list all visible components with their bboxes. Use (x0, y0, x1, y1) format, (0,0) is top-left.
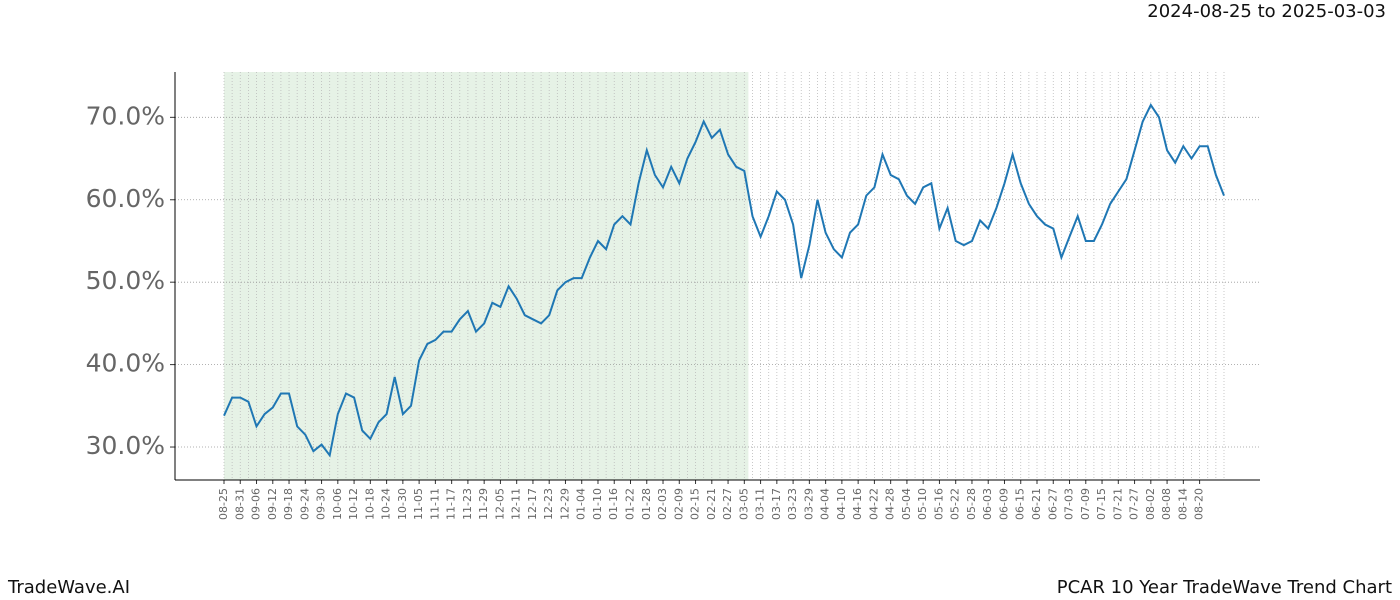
brand: TradeWave.AI (7, 577, 130, 598)
y-tick-label: 50.0% (86, 266, 165, 295)
x-tick-label: 09-12 (266, 488, 279, 520)
x-tick-label: 04-28 (884, 488, 897, 520)
x-tick-label: 06-27 (1046, 488, 1059, 520)
x-tick-label: 01-16 (607, 488, 620, 520)
x-tick-label: 02-15 (689, 488, 702, 520)
x-tick-label: 07-09 (1079, 488, 1092, 520)
x-tick-label: 12-23 (542, 488, 555, 520)
x-tick-label: 06-21 (1030, 488, 1043, 520)
x-tick-label: 09-18 (282, 488, 295, 520)
x-tick-label: 01-04 (575, 488, 588, 520)
x-tick-label: 10-30 (396, 488, 409, 520)
x-tick-label: 07-03 (1063, 488, 1076, 520)
x-tick-label: 02-09 (672, 488, 685, 520)
y-tick-label: 30.0% (86, 431, 165, 460)
y-tick-label: 70.0% (86, 101, 165, 130)
x-tick-label: 06-03 (981, 488, 994, 520)
x-tick-label: 10-12 (347, 488, 360, 520)
y-tick-label: 40.0% (86, 349, 165, 378)
x-tick-label: 04-22 (867, 488, 880, 520)
x-tick-label: 12-11 (510, 488, 523, 520)
x-tick-label: 08-08 (1160, 488, 1173, 520)
x-tick-label: 02-21 (705, 488, 718, 520)
highlight-region (224, 72, 749, 480)
x-tick-label: 01-22 (624, 488, 637, 520)
x-tick-label: 03-29 (802, 488, 815, 520)
x-tick-label: 07-15 (1095, 488, 1108, 520)
x-tick-label: 03-11 (754, 488, 767, 520)
x-tick-label: 10-18 (363, 488, 376, 520)
x-tick-label: 08-14 (1176, 488, 1189, 520)
x-tick-label: 04-16 (851, 488, 864, 520)
y-tick-label: 60.0% (86, 184, 165, 213)
x-tick-label: 04-10 (835, 488, 848, 520)
x-tick-label: 03-05 (737, 488, 750, 520)
x-tick-label: 05-16 (932, 488, 945, 520)
x-tick-label: 07-27 (1128, 488, 1141, 520)
x-tick-label: 10-24 (380, 488, 393, 520)
x-tick-label: 08-20 (1193, 488, 1206, 520)
x-tick-label: 05-04 (900, 488, 913, 520)
x-tick-label: 06-09 (997, 488, 1010, 520)
x-tick-label: 11-11 (428, 488, 441, 520)
x-tick-label: 02-27 (721, 488, 734, 520)
x-tick-label: 03-23 (786, 488, 799, 520)
x-tick-label: 08-31 (233, 488, 246, 520)
x-tick-label: 05-22 (949, 488, 962, 520)
x-tick-label: 06-15 (1014, 488, 1027, 520)
x-tick-label: 09-06 (250, 488, 263, 520)
x-tick-label: 09-24 (298, 488, 311, 520)
x-tick-label: 08-02 (1144, 488, 1157, 520)
x-tick-label: 10-06 (331, 488, 344, 520)
x-tick-label: 11-23 (461, 488, 474, 520)
date-range: 2024-08-25 to 2025-03-03 (1147, 1, 1386, 22)
x-tick-label: 04-04 (819, 488, 832, 520)
x-tick-label: 11-17 (445, 488, 458, 520)
x-tick-label: 01-10 (591, 488, 604, 520)
chart-title: PCAR 10 Year TradeWave Trend Chart (1057, 577, 1392, 598)
x-tick-label: 02-03 (656, 488, 669, 520)
x-tick-label: 12-29 (558, 488, 571, 520)
x-tick-label: 12-17 (526, 488, 539, 520)
x-tick-label: 05-28 (965, 488, 978, 520)
x-tick-label: 07-21 (1111, 488, 1124, 520)
x-tick-label: 05-10 (916, 488, 929, 520)
x-tick-label: 09-30 (315, 488, 328, 520)
x-tick-label: 01-28 (640, 488, 653, 520)
trend-line (223, 102, 1225, 458)
x-tick-label: 11-29 (477, 488, 490, 520)
x-tick-label: 08-25 (217, 488, 230, 520)
x-tick-label: 11-05 (412, 488, 425, 520)
x-tick-label: 12-05 (493, 488, 506, 520)
x-tick-label: 03-17 (770, 488, 783, 520)
